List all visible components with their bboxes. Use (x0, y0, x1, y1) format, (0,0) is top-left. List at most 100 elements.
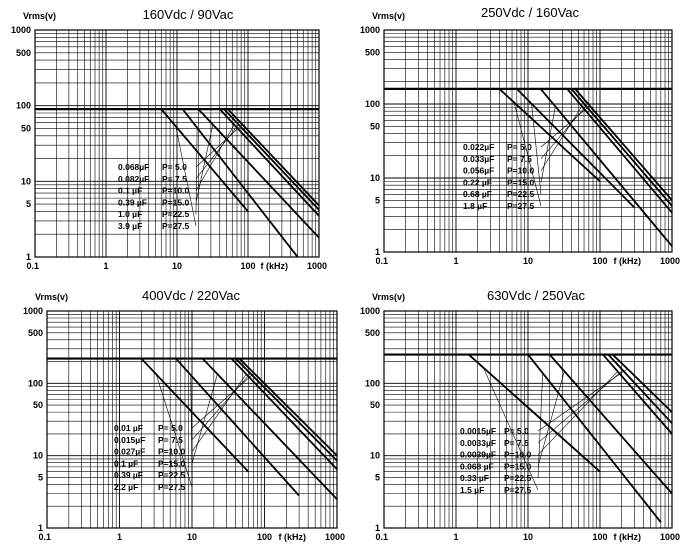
legend-leader-line (191, 373, 255, 429)
legend-capacitance: 0.068 µF (460, 461, 494, 471)
series-line-4 (543, 353, 673, 495)
y-tick-label: 500 (365, 47, 380, 57)
legend-pitch: P= 7.5 (507, 154, 532, 164)
x-tick-label: 1000 (307, 261, 327, 271)
series-line-4 (534, 87, 673, 247)
legend: 0.022µF P= 5.0 0.033µF P= 7.5 0.056µF P=10.0 0… (463, 102, 590, 211)
y-tick-label: 500 (28, 328, 43, 338)
x-tick-label: 1 (453, 532, 458, 542)
legend-leader-line (537, 371, 618, 455)
series-line-4 (196, 357, 338, 500)
series-line-3 (225, 357, 338, 470)
legend-pitch: P= 5.0 (504, 426, 529, 436)
legend-pitch: P= 7.5 (158, 435, 183, 445)
legend-capacitance: 0.056µF (463, 166, 494, 176)
legend-capacitance: 0.1 µF (114, 458, 138, 468)
chart-title: 400Vdc / 220Vac (142, 288, 241, 303)
grid-vertical (405, 311, 670, 528)
legend-capacitance: 0.39 µF (114, 470, 143, 480)
legend-leader-line (191, 373, 247, 452)
chart-title: 630Vdc / 250Vac (487, 288, 586, 303)
legend-pitch: P= 7.5 (504, 438, 529, 448)
legend-capacitance: 0.0039µF (460, 450, 496, 460)
legend: 0.0015µF P= 5.0 0.0033µF P= 7.5 0.0039µF P=10… (460, 367, 628, 495)
legend-pitch: P= 5.0 (507, 142, 532, 152)
y-tick-label: 100 (16, 101, 31, 111)
legend-capacitance: 0.027µF (114, 447, 145, 457)
chart-title: 160Vdc / 90Vac (143, 7, 234, 22)
grid-vertical (405, 30, 670, 252)
x-tick-label: 10 (523, 532, 533, 542)
legend-capacitance: 0.01 µF (114, 423, 143, 433)
series-line-6 (493, 87, 601, 183)
x-tick-label: 100 (257, 532, 272, 542)
y-tick-label: 1000 (360, 306, 380, 316)
x-tick-label: 0.1 (375, 256, 388, 266)
legend-pitch: P=10.0 (507, 166, 534, 176)
x-tick-label: 1000 (325, 532, 345, 542)
grid-horizontal (384, 314, 672, 507)
y-tick-label: 1 (38, 523, 43, 533)
chart-panel-1: 160Vdc / 90Vac Vrms(v) 1 5 10 50 100 500 1000 0.1… (11, 7, 327, 271)
series-line-3 (560, 87, 673, 214)
x-axis-label: f (kHz) (261, 261, 289, 271)
legend-pitch: P=22.5 (162, 209, 189, 219)
legend-pitch: P=10.0 (504, 450, 531, 460)
y-tick-label: 1 (375, 523, 380, 533)
x-tick-label: 1 (453, 256, 458, 266)
chart-panel-3: 400Vdc / 220Vac Vrms(v) 1 5 10 50 100 500 1000 0.… (23, 288, 345, 542)
legend-pitch: P=15.0 (158, 458, 185, 468)
legend-pitch: P=15.0 (507, 177, 534, 187)
y-tick-label: 5 (38, 472, 43, 482)
legend-capacitance: 0.0033µF (460, 438, 496, 448)
legend-capacitance: 2.2 µF (114, 482, 138, 492)
y-tick-label: 1000 (23, 306, 43, 316)
series-line-4 (192, 108, 320, 239)
chart-panel-4: 630Vdc / 250Vac Vrms(v) 1 5 10 50 100 500 1000 0.… (360, 288, 680, 542)
legend-capacitance: 0.22 µF (463, 177, 492, 187)
legend-leader-line (175, 126, 197, 227)
legend-leader-line (537, 370, 624, 444)
legend-leader-line (537, 371, 565, 467)
legend-capacitance: 3.9 µF (118, 221, 142, 231)
chart-title: 250Vdc / 160Vac (481, 5, 580, 20)
y-tick-label: 100 (28, 378, 43, 388)
x-tick-label: 10 (187, 532, 197, 542)
legend-pitch: P= 7.5 (162, 174, 187, 184)
plot-frame (383, 310, 673, 529)
x-tick-label: 100 (592, 256, 607, 266)
plot-frame (34, 29, 320, 258)
legend-capacitance: 0.0015µF (460, 426, 496, 436)
y-tick-label: 50 (370, 400, 380, 410)
y-tick-label: 10 (21, 176, 31, 186)
legend-pitch: P=10.0 (158, 447, 185, 457)
legend-leader-line (537, 373, 543, 479)
legend-capacitance: 1.8 µF (463, 201, 487, 211)
legend-leader-line (155, 374, 193, 488)
series-group (155, 108, 320, 258)
legend-pitch: P=15.0 (504, 461, 531, 471)
legend-leader-line (195, 124, 214, 203)
x-axis-label: f (kHz) (614, 256, 642, 266)
legend-pitch: P=22.5 (507, 189, 534, 199)
legend-capacitance: 1.5 µF (460, 485, 484, 495)
grid-vertical (56, 30, 317, 257)
y-tick-label: 100 (365, 99, 380, 109)
y-tick-label: 500 (365, 328, 380, 338)
legend: 0.068µF P= 5.0 0.082µF P= 7.5 0.1 µF P=10.0 0.… (118, 124, 243, 231)
legend-pitch: P=15.0 (162, 197, 189, 207)
legend-leader-line (195, 124, 243, 168)
x-tick-label: 1 (117, 532, 122, 542)
series-line-5 (521, 353, 662, 523)
legend-pitch: P=22.5 (158, 470, 185, 480)
y-tick-label: 10 (370, 173, 380, 183)
series-line-3 (596, 353, 673, 435)
y-tick-label: 1000 (11, 25, 31, 35)
legend-leader-line (513, 102, 542, 207)
legend-leader-line (483, 367, 539, 491)
legend-capacitance: 0.33 µF (460, 473, 489, 483)
series-line-6 (462, 353, 601, 473)
series-line-5 (169, 357, 300, 497)
x-tick-label: 0.1 (26, 261, 39, 271)
